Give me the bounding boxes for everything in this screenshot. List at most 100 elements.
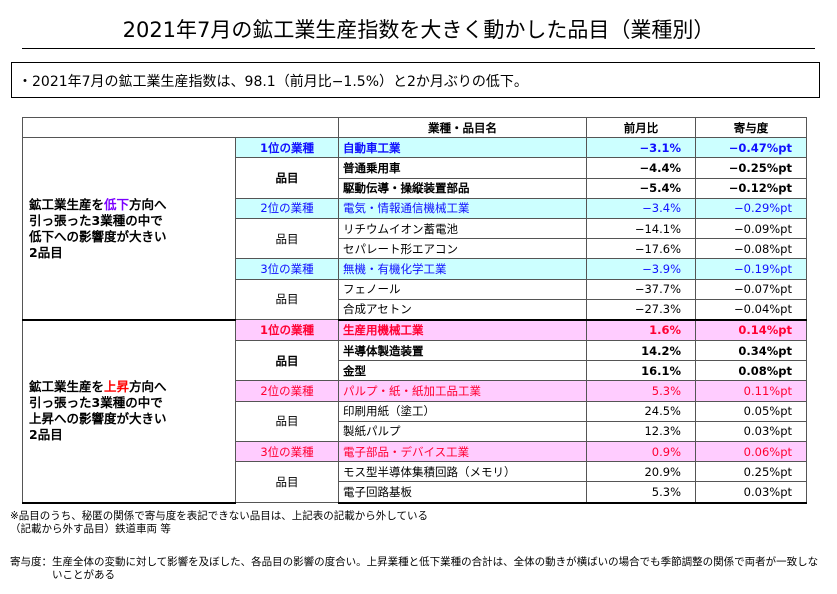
item-change: −4.4% (586, 157, 696, 179)
group-label-line: 引っ張った3業種の中で (29, 395, 231, 411)
sector-change: −3.4% (586, 197, 696, 219)
sector-contribution: −0.19%pt (695, 258, 807, 280)
group-label-line: 鉱工業生産を上昇方向へ (29, 379, 231, 395)
item-contribution: 0.25%pt (695, 461, 807, 483)
item-change: 20.9% (586, 461, 696, 483)
item-change: 16.1% (586, 360, 696, 382)
definition: 寄与度： 生産全体の変動に対して影響を及ぼした、各品目の影響の度合い。上昇業種と… (10, 556, 820, 582)
item-change: 5.3% (586, 481, 696, 504)
item-row: 品目 モス型半導体集積回路（メモリ） 20.9% 0.25%pt (23, 461, 807, 504)
group-label-part: 方向へ (129, 379, 167, 395)
item-name: 電子回路基板 (338, 481, 587, 504)
item-row: 品目 半導体製造装置 14.2% 0.34%pt (23, 340, 807, 382)
sector-contribution: 0.11%pt (695, 380, 807, 402)
group-label-part: 2品目 (29, 244, 63, 260)
column-header: 業種・品目名 (338, 116, 587, 139)
item-label: 品目 (235, 157, 339, 199)
item-contribution: −0.09%pt (695, 217, 807, 240)
header-row: 業種・品目名 前月比 寄与度 (22, 116, 807, 139)
item-row: 品目 普通乗用車 −4.4% −0.25%pt (23, 157, 807, 199)
item-row: 金型 16.1% 0.08%pt (23, 360, 807, 382)
group-label-part: 上昇への影響度が大きい (29, 411, 167, 427)
sector-row: 2位の業種 電気・情報通信機械工業 −3.4% −0.29%pt (23, 197, 807, 219)
header-blank (22, 116, 339, 139)
item-name: 普通乗用車 (338, 157, 587, 179)
item-label: 品目 (235, 461, 339, 504)
sector-rank: 1位の業種 (235, 137, 339, 159)
item-row: セパレート形エアコン −17.6% −0.08%pt (23, 238, 807, 260)
item-change: 12.3% (586, 420, 696, 443)
item-name: 合成アセトン (338, 298, 587, 321)
item-change: 14.2% (586, 340, 696, 362)
group-label-part: 低下 (104, 196, 130, 212)
item-contribution: 0.03%pt (695, 420, 807, 443)
item-label: 品目 (235, 278, 339, 321)
group-label: 鉱工業生産を上昇方向へ 引っ張った3業種の中で 上昇への影響度が大きい 2品目 (22, 319, 236, 504)
group-label-line: 2品目 (29, 245, 231, 261)
notes: ※品目のうち、秘匿の関係で寄与度を表記できない品目は、上記表の記載から外している… (10, 510, 820, 536)
item-contribution: −0.12%pt (695, 177, 807, 199)
item-row: 電子回路基板 5.3% 0.03%pt (23, 481, 807, 504)
item-label: 品目 (235, 217, 339, 260)
sector-change: 5.3% (586, 380, 696, 402)
sector-name: パルプ・紙・紙加工品工業 (338, 380, 587, 402)
item-name: 半導体製造装置 (338, 340, 587, 362)
sector-row: 3位の業種 電子部品・デバイス工業 0.9% 0.06%pt (23, 440, 807, 463)
summary-box: ・2021年7月の鉱工業生産指数は、98.1（前月比−1.5%）と2か月ぶりの低… (11, 62, 820, 98)
note-line: （記載から外す品目）鉄道車両 等 (10, 523, 171, 535)
item-contribution: 0.03%pt (695, 481, 807, 504)
item-name: モス型半導体集積回路（メモリ） (338, 461, 587, 483)
item-change: −27.3% (586, 298, 696, 321)
item-contribution: −0.04%pt (695, 298, 807, 321)
item-name: フェノール (338, 278, 587, 300)
item-contribution: −0.07%pt (695, 278, 807, 300)
item-name: 製紙パルプ (338, 420, 587, 443)
item-name: 印刷用紙（塗工） (338, 400, 587, 422)
sector-name: 電子部品・デバイス工業 (338, 440, 587, 463)
group-label-part: 引っ張った3業種の中で (29, 395, 163, 411)
sector-change: −3.9% (586, 258, 696, 280)
group-label-line: 上昇への影響度が大きい (29, 411, 231, 427)
sector-contribution: −0.47%pt (695, 137, 807, 159)
item-contribution: −0.08%pt (695, 238, 807, 260)
item-row: 合成アセトン −27.3% −0.04%pt (23, 298, 807, 321)
item-name: 駆動伝導・操縦装置部品 (338, 177, 587, 199)
sector-rank: 2位の業種 (235, 197, 339, 219)
item-label: 品目 (235, 340, 339, 382)
sector-row: 鉱工業生産を上昇方向へ 引っ張った3業種の中で 上昇への影響度が大きい 2品目 1位の業… (22, 319, 807, 504)
sector-name: 無機・有機化学工業 (338, 258, 587, 280)
sector-change: 0.9% (586, 440, 696, 463)
group-label-part: 低下への影響度が大きい (29, 228, 167, 244)
group-label-part: 鉱工業生産を (29, 379, 105, 395)
item-row: 品目 印刷用紙（塗工） 24.5% 0.05%pt (23, 400, 807, 443)
sector-change: −3.1% (586, 137, 696, 159)
group-label-part: 鉱工業生産を (29, 196, 105, 212)
sector-change: 1.6% (586, 319, 696, 342)
group-label-part: 方向へ (129, 196, 167, 212)
definition-text: 生産全体の変動に対して影響を及ぼした、各品目の影響の度合い。上昇業種と低下業種の… (52, 556, 819, 581)
title: 2021年7月の鉱工業生産指数を大きく動かした品目（業種別） (122, 18, 715, 42)
sector-name: 電気・情報通信機械工業 (338, 197, 587, 219)
group-label: 鉱工業生産を低下方向へ 引っ張った3業種の中で 低下への影響度が大きい 2品目 (22, 137, 236, 321)
group-label-part: 引っ張った3業種の中で (29, 212, 163, 228)
group-label-line: 2品目 (29, 427, 231, 443)
sector-rank: 3位の業種 (235, 258, 339, 280)
item-name: リチウムイオン蓄電池 (338, 217, 587, 240)
item-contribution: 0.05%pt (695, 400, 807, 422)
item-contribution: −0.25%pt (695, 157, 807, 179)
sector-rank: 2位の業種 (235, 380, 339, 402)
sector-contribution: 0.14%pt (695, 319, 807, 342)
column-header: 寄与度 (695, 116, 807, 139)
note-line: ※品目のうち、秘匿の関係で寄与度を表記できない品目は、上記表の記載から外している (10, 510, 428, 522)
sector-name: 生産用機械工業 (338, 319, 587, 342)
group-label-part: 上昇 (104, 379, 130, 395)
group-label-line: 引っ張った3業種の中で (29, 213, 231, 229)
sector-row: 3位の業種 無機・有機化学工業 −3.9% −0.19%pt (23, 258, 807, 280)
sector-row: 鉱工業生産を低下方向へ 引っ張った3業種の中で 低下への影響度が大きい 2品目 1位の業… (22, 137, 807, 321)
item-contribution: 0.34%pt (695, 340, 807, 362)
item-change: −5.4% (586, 177, 696, 199)
item-name: 金型 (338, 360, 587, 382)
sector-contribution: −0.29%pt (695, 197, 807, 219)
item-label: 品目 (235, 400, 339, 443)
